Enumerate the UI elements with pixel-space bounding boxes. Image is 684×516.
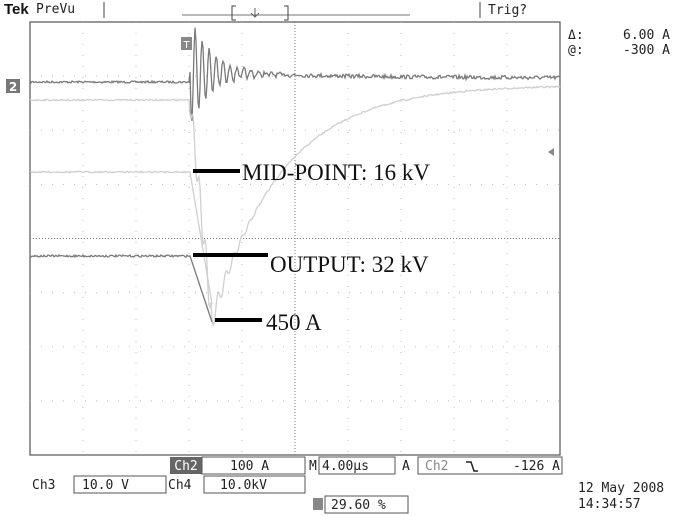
ch2-scale: 100 A — [230, 459, 269, 474]
trigger-status: Trig? — [488, 3, 527, 18]
trigger-source: Ch2 — [425, 459, 448, 474]
at-value: -300 A — [623, 43, 670, 58]
timebase-label: M — [309, 459, 317, 474]
time: 14:34:57 — [578, 497, 641, 512]
annotation: MID-POINT: 16 kV — [242, 160, 430, 185]
mode: PreVu — [36, 2, 75, 17]
trigger-position: 29.60 % — [331, 498, 386, 513]
trace — [30, 171, 212, 304]
annotation: OUTPUT: 32 kV — [270, 252, 429, 277]
level-marker — [548, 148, 554, 156]
trigger-marker-label: T — [182, 40, 190, 51]
ch3-scale: 10.0 V — [82, 478, 129, 493]
delta-value: 6.00 A — [623, 28, 670, 43]
trace — [30, 255, 212, 322]
delta-label: Δ: — [568, 28, 584, 43]
ch4-label: Ch4 — [168, 478, 192, 493]
graticule — [30, 22, 560, 455]
ch4-scale: 10.0kV — [220, 478, 267, 493]
record-bracket — [232, 6, 288, 20]
at-label: @: — [568, 43, 584, 58]
scope-screen: Tek PreVu Trig? Δ: 6.00 A @: -300 A 2 T … — [0, 0, 684, 516]
channel-marker-label: 2 — [9, 80, 17, 94]
trigger-level: -126 A — [513, 459, 560, 474]
ch3-label: Ch3 — [32, 478, 55, 493]
record-pointer — [251, 8, 259, 17]
ch2-label: Ch2 — [174, 459, 197, 474]
timebase: 4.00µs — [322, 459, 369, 474]
date: 12 May 2008 — [578, 481, 664, 496]
trigger-mode: A — [402, 459, 410, 474]
annotation: 450 A — [266, 310, 322, 335]
trigger-position-icon — [313, 498, 323, 510]
brand: Tek — [4, 1, 29, 18]
